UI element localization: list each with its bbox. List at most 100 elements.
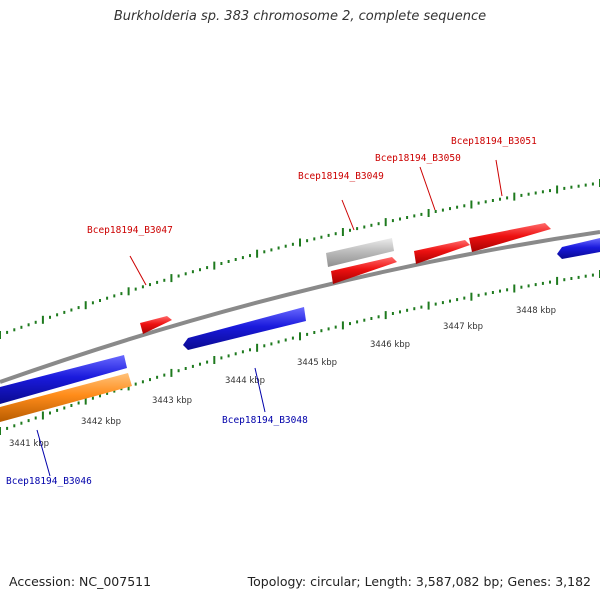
gene-bcep18194-b3048[interactable] [183,307,306,350]
forward-tick-track [0,179,600,339]
minor-tick [306,332,309,336]
major-tick [213,356,216,364]
minor-tick [377,222,380,226]
minor-tick [177,369,180,373]
gene-bcep18194-b3046[interactable] [0,355,127,404]
minor-tick [541,281,544,285]
gene-bcep18194-b3050[interactable] [414,240,470,264]
major-tick [0,427,1,435]
minor-tick [420,305,423,309]
major-tick [84,396,87,405]
gene-label-b3048[interactable]: Bcep18194_B3048 [222,415,308,426]
minor-tick [234,352,237,356]
minor-tick [6,426,9,430]
minor-tick [291,336,294,340]
tick-labels: 3441 kbp 3442 kbp 3443 kbp 3444 kbp 3445… [9,306,556,449]
gene-right-edge[interactable] [557,238,600,259]
minor-tick [34,320,37,324]
minor-tick [227,260,230,263]
minor-tick [491,291,494,294]
minor-tick [491,199,494,202]
gene-label-b3046[interactable]: Bcep18194_B3046 [6,476,92,487]
minor-tick [349,228,351,232]
gene-label-b3049[interactable]: Bcep18194_B3049 [298,171,384,182]
minor-tick [220,262,223,265]
minor-tick [484,200,487,204]
minor-tick [20,421,23,425]
major-tick [513,192,516,201]
gene-label-b3050[interactable]: Bcep18194_B3050 [375,153,461,164]
minor-tick [456,205,459,209]
gene-label-b3051[interactable]: Bcep18194_B3051 [451,136,537,147]
minor-tick [549,280,551,284]
minor-tick [20,325,23,329]
minor-tick [284,244,287,248]
minor-tick [413,307,416,311]
minor-tick [220,356,223,360]
minor-tick [234,258,237,261]
minor-tick [591,182,594,186]
gene-pseudo-feature[interactable] [326,238,394,267]
minor-tick [534,283,537,287]
minor-tick [591,273,594,277]
major-tick [470,292,473,301]
minor-tick [463,204,466,208]
minor-tick [463,296,466,300]
minor-tick [363,318,366,322]
minor-tick [27,419,30,423]
minor-tick [577,184,580,188]
minor-tick [141,285,144,289]
minor-tick [406,308,409,312]
minor-tick [577,275,580,279]
minor-tick [49,411,51,415]
major-tick [41,315,44,324]
minor-tick [177,274,180,278]
minor-tick [227,354,230,358]
gene-label-b3047[interactable]: Bcep18194_B3047 [87,225,173,236]
minor-tick [184,367,187,370]
minor-tick [334,325,337,329]
minor-tick [77,401,80,405]
minor-tick [413,214,416,218]
minor-tick [563,278,566,282]
minor-tick [434,210,437,213]
gene-rna-feature[interactable] [0,373,132,422]
minor-tick [263,344,266,348]
minor-tick [206,266,209,270]
minor-tick [356,227,359,231]
minor-tick [434,302,437,306]
major-tick [170,274,173,283]
minor-tick [270,342,273,346]
minor-tick [206,360,209,364]
minor-tick [399,310,401,314]
minor-tick [156,280,159,284]
minor-tick [534,191,537,195]
minor-tick [13,424,16,428]
minor-tick [56,408,59,412]
tick-label: 3447 kbp [443,322,483,332]
major-tick [84,301,87,310]
major-tick [213,261,216,270]
minor-tick [499,289,501,293]
minor-tick [56,313,59,317]
tick-label: 3441 kbp [9,439,49,449]
minor-tick [477,201,480,205]
minor-tick [584,183,587,187]
minor-tick [484,292,487,296]
minor-tick [527,284,530,288]
gene-bcep18194-b3049[interactable] [331,257,397,284]
minor-tick [91,301,94,305]
minor-tick [270,248,273,252]
sequence-summary: Topology: circular; Length: 3,587,082 bp… [247,574,591,589]
map-title: Burkholderia sp. 383 chromosome 2, compl… [113,9,487,24]
major-tick [299,332,301,341]
minor-tick [63,310,66,314]
gene-bcep18194-b3051[interactable] [469,223,551,252]
minor-tick [13,328,16,332]
gene-labels: Bcep18194_B3047 Bcep18194_B3049 Bcep1819… [6,136,537,487]
minor-tick [291,242,294,246]
gene-bcep18194-b3047[interactable] [140,316,172,334]
minor-tick [563,186,566,190]
minor-tick [241,350,244,354]
